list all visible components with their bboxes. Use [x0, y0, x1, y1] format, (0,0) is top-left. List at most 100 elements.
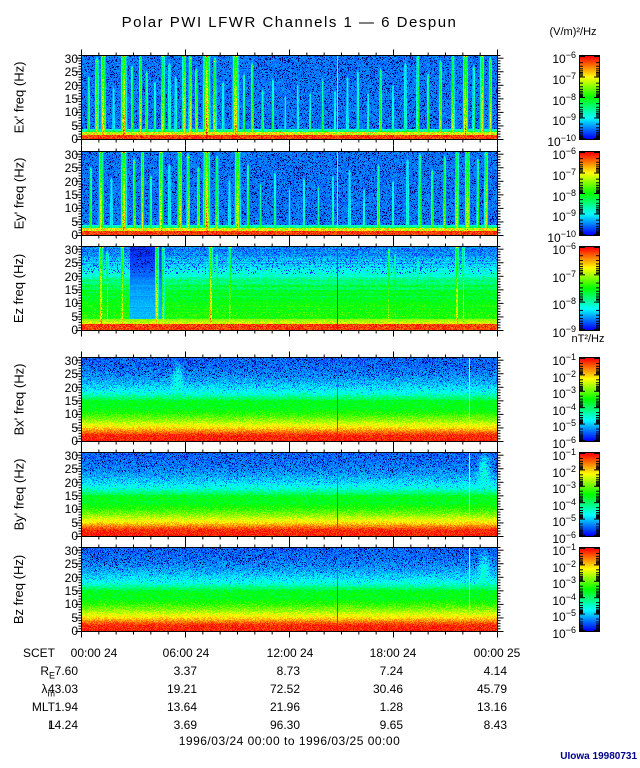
colorbar-tick-label: 10−1 — [552, 542, 576, 558]
colorbar-tick-label: 10−9 — [552, 112, 576, 129]
ephemeris-row-label-l: L — [48, 718, 55, 732]
colorbar-tick-label: 10−6 — [552, 50, 576, 66]
y-axis-label-box-ex: Ex' freq (Hz) — [6, 56, 32, 139]
ephemeris-value: 3.37 — [173, 664, 197, 678]
y-tick-label: 10 — [64, 201, 78, 216]
unit-header-magnetic: nT²/Hz — [571, 333, 605, 345]
y-tick-label: 25 — [64, 65, 78, 80]
y-tick-label: 0 — [40, 529, 78, 543]
y-tick-label: 30 — [64, 242, 78, 257]
y-tick-label: 5 — [40, 421, 78, 435]
y-tick-label: 20 — [64, 570, 78, 585]
colorbar-tick-label: 10−10 — [547, 133, 576, 149]
colorbar-tick-label: 10−7 — [552, 70, 576, 87]
y-tick-label: 5 — [40, 310, 78, 324]
colorbar-tick-label: 10−2 — [552, 558, 576, 575]
y-tick-label: 10 — [64, 502, 78, 517]
y-axis-label-ey: Ey' freq (Hz) — [11, 157, 27, 230]
y-tick-label: 0 — [40, 434, 78, 448]
y-axis-label-ez: Ez freq (Hz) — [11, 253, 27, 324]
colorbar-canvas-by — [579, 452, 600, 537]
y-tick-label: 10 — [64, 597, 78, 612]
time-tick-label: 18:00 24 — [369, 646, 417, 660]
colorbar-tick-label: 10−6 — [552, 241, 576, 257]
y-tick-label: 10 — [64, 296, 78, 311]
ephemeris-value: 30.46 — [372, 682, 403, 696]
ephemeris-row-label-r: RE — [40, 664, 55, 681]
y-tick-label: 30 — [64, 448, 78, 463]
ephemeris-value: 9.65 — [379, 718, 403, 732]
spectrogram-canvas-bz — [74, 540, 505, 639]
colorbar-tick-label: 10−3 — [552, 480, 576, 497]
ephemeris-row-label-mlt: MLT — [31, 700, 55, 714]
time-tick-label: 00:00 25 — [473, 646, 521, 660]
y-tick-label: 0 — [40, 132, 78, 146]
colorbar-tick-label: 10−1 — [552, 352, 576, 368]
ephemeris-row-label-λ: λm — [41, 682, 56, 699]
y-tick-label: 0 — [40, 323, 78, 337]
ephemeris-value: 43.03 — [47, 682, 78, 696]
y-tick-label: 15 — [64, 91, 78, 106]
y-tick-label: 25 — [64, 161, 78, 176]
colorbar-tick-label: 10−5 — [552, 608, 576, 625]
ephemeris-value: 7.60 — [54, 664, 78, 678]
y-tick-label: 15 — [64, 282, 78, 297]
colorbar-tick-label: 10−6 — [552, 625, 576, 641]
y-tick-label: 25 — [64, 367, 78, 382]
y-axis-label-box-by: By' freq (Hz) — [6, 453, 32, 536]
spectrogram-canvas-ey — [74, 144, 505, 243]
page-title: Polar PWI LFWR Channels 1 — 6 Despun — [121, 14, 458, 31]
y-tick-label: 10 — [64, 407, 78, 422]
y-axis-label-bx: Bx' freq (Hz) — [11, 363, 27, 436]
spectrogram-canvas-bx — [74, 350, 505, 449]
y-tick-label: 20 — [64, 475, 78, 490]
y-tick-label: 5 — [40, 119, 78, 133]
colorbar-canvas-ez — [579, 246, 600, 331]
y-axis-label-box-ez: Ez freq (Hz) — [6, 247, 32, 330]
y-tick-label: 30 — [64, 543, 78, 558]
colorbar-canvas-ex — [579, 55, 600, 140]
ephemeris-value: 13.16 — [476, 700, 507, 714]
colorbar-tick-label: 10−4 — [552, 591, 576, 608]
ephemeris-value: 21.96 — [269, 700, 300, 714]
ephemeris-value: 8.43 — [483, 718, 507, 732]
y-tick-label: 30 — [64, 353, 78, 368]
y-tick-label: 0 — [40, 624, 78, 638]
y-axis-label-box-ey: Ey' freq (Hz) — [6, 152, 32, 235]
colorbar-tick-label: 10−5 — [552, 513, 576, 530]
unit-header-electric: (V/m)²/Hz — [549, 26, 597, 38]
colorbar-tick-label: 10−8 — [552, 187, 576, 204]
time-tick-label: 12:00 24 — [266, 646, 314, 660]
y-tick-label: 0 — [40, 228, 78, 242]
time-tick-label: 00:00 24 — [70, 646, 118, 660]
scet-axis-label: SCET — [22, 646, 55, 660]
ephemeris-value: 1.94 — [54, 700, 78, 714]
colorbar-tick-label: 10−4 — [552, 401, 576, 418]
y-tick-label: 20 — [64, 174, 78, 189]
y-tick-label: 15 — [64, 187, 78, 202]
spectrogram-canvas-by — [74, 445, 505, 544]
colorbar-canvas-bx — [579, 357, 600, 442]
y-tick-label: 15 — [64, 488, 78, 503]
colorbar-tick-label: 10−9 — [552, 324, 576, 340]
colorbar-tick-label: 10−4 — [552, 496, 576, 513]
ephemeris-value: 96.30 — [269, 718, 300, 732]
y-axis-label-box-bz: Bz freq (Hz) — [6, 548, 32, 631]
y-axis-label-bz: Bz freq (Hz) — [11, 554, 27, 625]
y-tick-label: 25 — [64, 462, 78, 477]
spectrogram-canvas-ex — [74, 48, 505, 147]
colorbar-tick-label: 10−7 — [552, 166, 576, 183]
y-tick-label: 20 — [64, 380, 78, 395]
time-tick-label: 06:00 24 — [162, 646, 210, 660]
y-tick-label: 25 — [64, 256, 78, 271]
ephemeris-value: 13.64 — [166, 700, 197, 714]
colorbar-canvas-ey — [579, 151, 600, 236]
y-tick-label: 25 — [64, 557, 78, 572]
y-tick-label: 5 — [40, 611, 78, 625]
colorbar-tick-label: 10−3 — [552, 575, 576, 592]
colorbar-tick-label: 10−6 — [552, 530, 576, 546]
colorbar-tick-label: 10−2 — [552, 463, 576, 480]
colorbar-tick-label: 10−7 — [552, 268, 576, 285]
y-tick-label: 5 — [40, 215, 78, 229]
colorbar-tick-label: 10−9 — [552, 208, 576, 225]
